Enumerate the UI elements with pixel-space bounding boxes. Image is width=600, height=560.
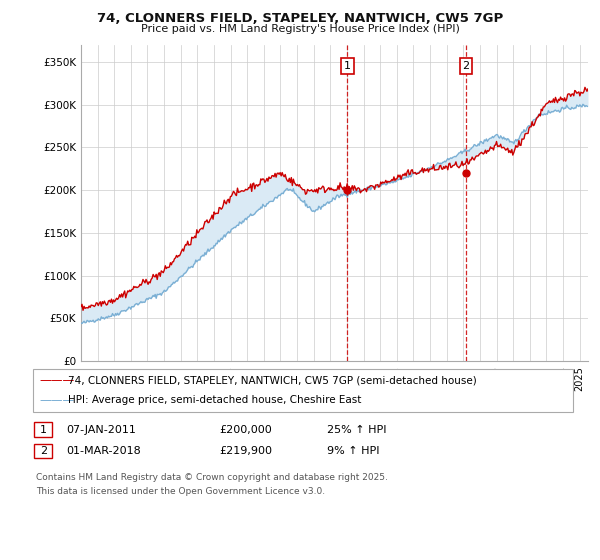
Text: 07-JAN-2011: 07-JAN-2011 bbox=[66, 424, 136, 435]
Text: £200,000: £200,000 bbox=[219, 424, 272, 435]
Text: 1: 1 bbox=[40, 424, 47, 435]
Text: ———: ——— bbox=[39, 374, 74, 387]
Text: 2: 2 bbox=[463, 61, 470, 71]
Text: 74, CLONNERS FIELD, STAPELEY, NANTWICH, CW5 7GP (semi-detached house): 74, CLONNERS FIELD, STAPELEY, NANTWICH, … bbox=[68, 375, 476, 385]
Text: ———: ——— bbox=[39, 394, 74, 407]
Text: Contains HM Land Registry data © Crown copyright and database right 2025.: Contains HM Land Registry data © Crown c… bbox=[36, 473, 388, 482]
Text: 74, CLONNERS FIELD, STAPELEY, NANTWICH, CW5 7GP: 74, CLONNERS FIELD, STAPELEY, NANTWICH, … bbox=[97, 12, 503, 25]
Text: £219,900: £219,900 bbox=[219, 446, 272, 456]
Text: 9% ↑ HPI: 9% ↑ HPI bbox=[327, 446, 380, 456]
Text: 01-MAR-2018: 01-MAR-2018 bbox=[66, 446, 141, 456]
Text: Price paid vs. HM Land Registry's House Price Index (HPI): Price paid vs. HM Land Registry's House … bbox=[140, 24, 460, 34]
Text: HPI: Average price, semi-detached house, Cheshire East: HPI: Average price, semi-detached house,… bbox=[68, 395, 361, 405]
Text: 2: 2 bbox=[40, 446, 47, 456]
Text: 1: 1 bbox=[344, 61, 351, 71]
Text: This data is licensed under the Open Government Licence v3.0.: This data is licensed under the Open Gov… bbox=[36, 487, 325, 496]
Text: 25% ↑ HPI: 25% ↑ HPI bbox=[327, 424, 386, 435]
